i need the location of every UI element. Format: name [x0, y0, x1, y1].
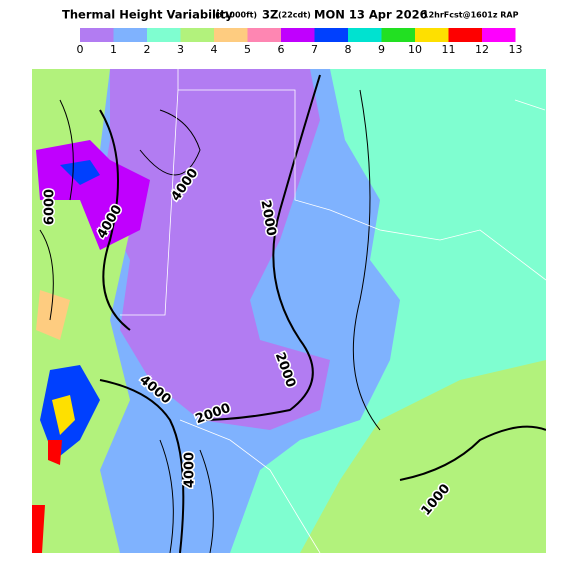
colorbar-swatch [314, 28, 348, 42]
title-hour: 3Z [262, 8, 278, 22]
colorbar-label: 8 [345, 43, 352, 56]
title-local: (22cdt) [278, 11, 311, 20]
map [32, 69, 546, 553]
contour-label: 4000 [183, 452, 198, 488]
region-southeast [300, 360, 546, 553]
title-date: MON 13 Apr 2026 [314, 8, 428, 22]
spot [32, 505, 45, 553]
colorbar: 0 1 2 3 4 5 6 7 8 9 10 11 12 13 [77, 28, 523, 56]
colorbar-label: 13 [509, 43, 523, 56]
colorbar-swatch [482, 28, 516, 42]
colorbar-label: 4 [211, 43, 218, 56]
colorbar-swatch [281, 28, 315, 42]
title-main: Thermal Height Variability [62, 8, 233, 22]
colorbar-swatch [113, 28, 147, 42]
colorbar-label: 6 [278, 43, 285, 56]
colorbar-swatch [415, 28, 449, 42]
colorbar-label: 5 [244, 43, 251, 56]
colorbar-label: 7 [311, 43, 318, 56]
colorbar-label: 0 [77, 43, 84, 56]
colorbar-swatch [180, 28, 214, 42]
title: Thermal Height Variability (x1000ft) 3Z … [62, 8, 519, 22]
colorbar-label: 9 [378, 43, 385, 56]
colorbar-swatch [247, 28, 281, 42]
spot [52, 395, 75, 435]
title-units: (x1000ft) [215, 11, 257, 20]
title-forecast: 12hrFcst@1601z RAP [423, 11, 519, 20]
colorbar-label: 2 [144, 43, 151, 56]
colorbar-label: 1 [110, 43, 117, 56]
contours [39, 74, 546, 553]
spot [60, 160, 100, 185]
colorbar-swatch [381, 28, 415, 42]
colorbar-label: 3 [177, 43, 184, 56]
region-min [100, 69, 330, 430]
colorbar-swatch [348, 28, 382, 42]
colorbar-label: 11 [442, 43, 456, 56]
colorbar-swatch [214, 28, 248, 42]
spot [36, 290, 70, 340]
contour-label: 6000 [43, 189, 58, 225]
spot [48, 440, 62, 465]
colorbar-swatch [448, 28, 482, 42]
colorbar-label: 12 [475, 43, 489, 56]
colorbar-swatch [80, 28, 114, 42]
colorbar-label: 10 [408, 43, 422, 56]
borders [120, 69, 546, 553]
colorbar-swatch [147, 28, 181, 42]
